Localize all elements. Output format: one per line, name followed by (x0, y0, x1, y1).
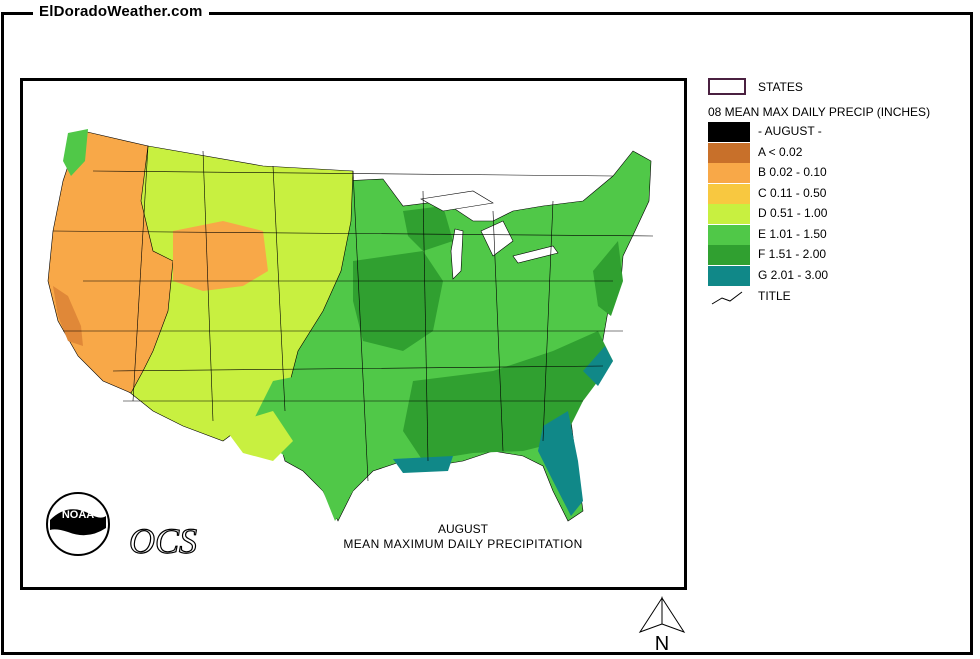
legend-label: E 1.01 - 1.50 (758, 226, 827, 241)
legend-label: F 1.51 - 2.00 (758, 247, 827, 261)
legend-item: G 2.01 - 3.00 (708, 265, 978, 286)
region-teal-gulf (393, 456, 453, 473)
legend-item: E 1.01 - 1.50 (708, 224, 978, 245)
region-wisconsin-dark (403, 206, 453, 251)
us-precip-map: NOAA OCS AUGUST MEAN MAXIMUM DAILY PRECI… (46, 129, 654, 562)
legend-item: - AUGUST - (708, 122, 978, 142)
legend-title-line-label: TITLE (758, 289, 791, 303)
caption-line1: AUGUST (438, 522, 489, 536)
svg-text:NOAA: NOAA (62, 509, 94, 521)
legend-swatch (708, 142, 750, 163)
legend-item: D 0.51 - 1.00 (708, 204, 978, 224)
noaa-logo: NOAA (46, 492, 110, 556)
caption-line2: MEAN MAXIMUM DAILY PRECIPITATION (343, 537, 582, 551)
legend-label: - AUGUST - (758, 124, 822, 138)
region-texas-west-yellowgreen (223, 411, 293, 461)
legend-title-line: TITLE (708, 287, 978, 307)
legend-item: B 0.02 - 0.10 (708, 163, 978, 183)
title-line-icon (711, 291, 743, 305)
region-texas-green (248, 371, 393, 521)
ocs-logo: OCS (129, 521, 197, 561)
legend-swatch (708, 245, 750, 265)
lake-huron (480, 220, 514, 257)
legend-item: A < 0.02 (708, 142, 978, 163)
legend-swatch (708, 204, 750, 224)
legend-item: F 1.51 - 2.00 (708, 245, 978, 265)
lake-erie (512, 245, 559, 264)
lake-superior (420, 190, 494, 212)
map-frame: NOAA OCS AUGUST MEAN MAXIMUM DAILY PRECI… (20, 78, 687, 590)
region-great-basin-orange (173, 221, 268, 291)
region-northeast-dark (593, 241, 623, 316)
outer-frame (1, 12, 973, 655)
region-midwest-dark (353, 251, 443, 351)
north-arrow: N (636, 594, 688, 659)
svg-text:N: N (655, 633, 669, 654)
legend-label: B 0.02 - 0.10 (758, 165, 827, 179)
legend-item: C 0.11 - 0.50 (708, 183, 978, 204)
legend-label: G 2.01 - 3.00 (758, 267, 829, 282)
legend-title: 08 MEAN MAX DAILY PRECIP (INCHES) (708, 105, 931, 119)
legend-swatch (708, 122, 750, 142)
legend-swatch (708, 163, 750, 183)
legend-swatch (708, 183, 750, 204)
legend-label: D 0.51 - 1.00 (758, 206, 828, 220)
legend-label: A < 0.02 (758, 144, 803, 159)
legend-swatch (708, 224, 750, 245)
site-title[interactable]: ElDoradoWeather.com (33, 3, 209, 20)
states-label: STATES (758, 80, 803, 94)
legend-swatch (708, 265, 750, 286)
legend-label: C 0.11 - 0.50 (758, 185, 827, 200)
region-pacific-nw-green (63, 129, 88, 176)
state-boundaries (52, 145, 654, 482)
states-swatch (708, 78, 746, 95)
region-teal-florida (538, 411, 583, 516)
lake-michigan (450, 228, 464, 280)
north-arrow-icon: N (638, 596, 686, 655)
